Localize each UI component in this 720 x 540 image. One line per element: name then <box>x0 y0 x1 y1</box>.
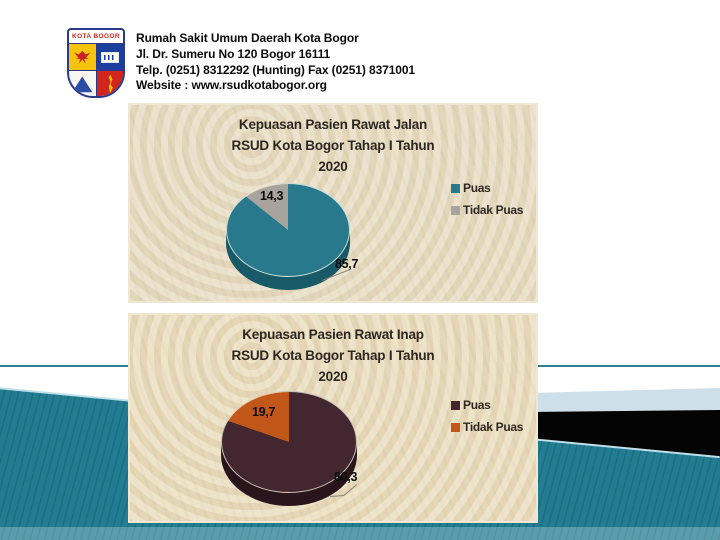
legend-swatch-tidak-puas <box>451 205 460 215</box>
palace-icon <box>100 51 119 63</box>
chart-title-rawat-inap: Kepuasan Pasien Rawat Inap RSUD Kota Bog… <box>231 327 435 384</box>
garuda-eagle-icon <box>74 50 91 64</box>
pie-top-rawat-jalan <box>226 183 350 277</box>
background-bottom-stripe <box>0 527 720 540</box>
chart-title-rawat-jalan: Kepuasan Pasien Rawat Jalan RSUD Kota Bo… <box>231 117 435 174</box>
logo-quadrant-mountain <box>69 71 96 96</box>
hospital-phone-fax: Telp. (0251) 8312292 (Hunting) Fax (0251… <box>136 62 416 77</box>
legend-swatch-puas <box>451 183 460 193</box>
data-label-tidak-puas: 14,3 <box>260 189 284 203</box>
logo-banner-text: KOTA BOGOR <box>69 30 123 44</box>
mountain-icon <box>72 76 93 93</box>
legend-rawat-jalan: Puas Tidak Puas <box>451 181 523 217</box>
logo-quadrant-kujang <box>96 71 123 96</box>
letterhead: Rumah Sakit Umum Daerah Kota Bogor Jl. D… <box>136 31 415 94</box>
legend-label-puas: Puas <box>463 181 491 195</box>
legend-item-puas: Puas <box>451 181 523 195</box>
legend-swatch-puas <box>451 400 460 410</box>
pie-chart-rawat-inap <box>221 391 357 507</box>
chart-panel-rawat-jalan: Kepuasan Pasien Rawat Jalan RSUD Kota Bo… <box>128 103 538 303</box>
pie-top-rawat-inap <box>221 391 357 493</box>
legend-item-puas: Puas <box>451 398 523 412</box>
hospital-website: Website : www.rsudkotabogor.org <box>136 78 327 93</box>
logo-quadrant-garuda <box>69 44 96 70</box>
hospital-name: Rumah Sakit Umum Daerah Kota Bogor <box>136 31 359 45</box>
data-label-tidak-puas: 19,7 <box>252 405 276 419</box>
pie-chart-rawat-jalan <box>226 183 350 291</box>
legend-swatch-tidak-puas <box>451 422 460 432</box>
kota-bogor-logo: KOTA BOGOR <box>67 28 125 98</box>
legend-label-tidak-puas: Tidak Puas <box>463 203 524 217</box>
legend-item-tidak-puas: Tidak Puas <box>451 203 523 217</box>
legend-rawat-inap: Puas Tidak Puas <box>451 398 523 434</box>
data-label-puas: 85,7 <box>335 257 359 271</box>
logo-quadrants <box>69 44 123 96</box>
legend-label-puas: Puas <box>463 398 491 412</box>
data-label-puas: 80,3 <box>334 470 358 484</box>
chart-panel-rawat-inap: Kepuasan Pasien Rawat Inap RSUD Kota Bog… <box>128 313 538 523</box>
logo-quadrant-palace <box>96 44 123 70</box>
hospital-address: Jl. Dr. Sumeru No 120 Bogor 16111 <box>136 46 331 61</box>
legend-label-tidak-puas: Tidak Puas <box>463 420 524 434</box>
legend-item-tidak-puas: Tidak Puas <box>451 420 523 434</box>
kujang-dagger-icon <box>108 74 113 94</box>
